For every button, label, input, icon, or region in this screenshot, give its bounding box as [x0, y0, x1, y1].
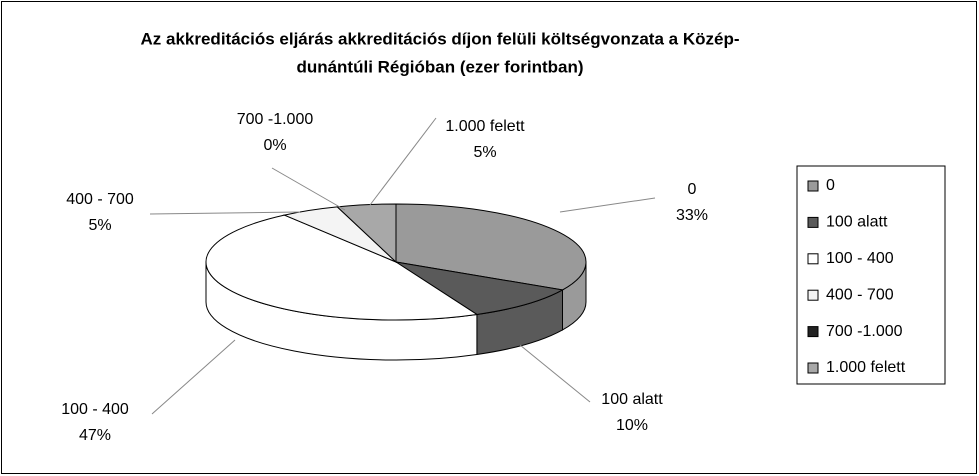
leader-line — [151, 339, 236, 415]
leader-line — [149, 211, 301, 215]
legend-label: 100 - 400 — [826, 250, 894, 267]
pie-slice — [395, 203, 587, 291]
slice-label: 0 — [688, 181, 697, 198]
leader-line — [271, 167, 346, 211]
chart-title: dunántúli Régióban (ezer forintban) — [296, 57, 583, 76]
pie-slice — [395, 261, 564, 316]
legend-label: 1.000 felett — [826, 359, 906, 376]
slice-label: 1.000 felett — [445, 118, 525, 135]
chart-title: Az akkreditációs eljárás akkreditációs d… — [141, 29, 740, 48]
legend-label: 0 — [826, 177, 835, 194]
leader-line — [369, 117, 437, 206]
slice-label: 400 - 700 — [66, 191, 134, 208]
slice-label: 700 -1.000 — [237, 111, 314, 128]
pie-slice — [205, 214, 479, 321]
legend-swatch — [807, 289, 819, 301]
legend-label: 100 alatt — [826, 214, 888, 231]
legend-swatch — [807, 253, 819, 265]
slice-label: 100 - 400 — [61, 401, 129, 418]
legend-label: 400 - 700 — [826, 286, 894, 303]
legend-label: 700 -1.000 — [826, 323, 903, 340]
pie-slice — [336, 203, 397, 264]
slice-value-label: 5% — [473, 144, 496, 161]
leader-line — [519, 344, 591, 403]
slice-value-label: 5% — [88, 217, 111, 234]
legend-swatch — [807, 216, 819, 228]
legend-swatch — [807, 326, 819, 338]
slice-value-label: 0% — [263, 137, 286, 154]
legend-swatch — [807, 180, 819, 192]
legend-box — [796, 165, 946, 385]
slice-label: 100 alatt — [601, 391, 663, 408]
leader-line — [559, 197, 656, 213]
slice-value-label: 10% — [616, 417, 648, 434]
slice-value-label: 33% — [676, 207, 708, 224]
legend-swatch — [807, 362, 819, 374]
slice-value-label: 47% — [79, 427, 111, 444]
